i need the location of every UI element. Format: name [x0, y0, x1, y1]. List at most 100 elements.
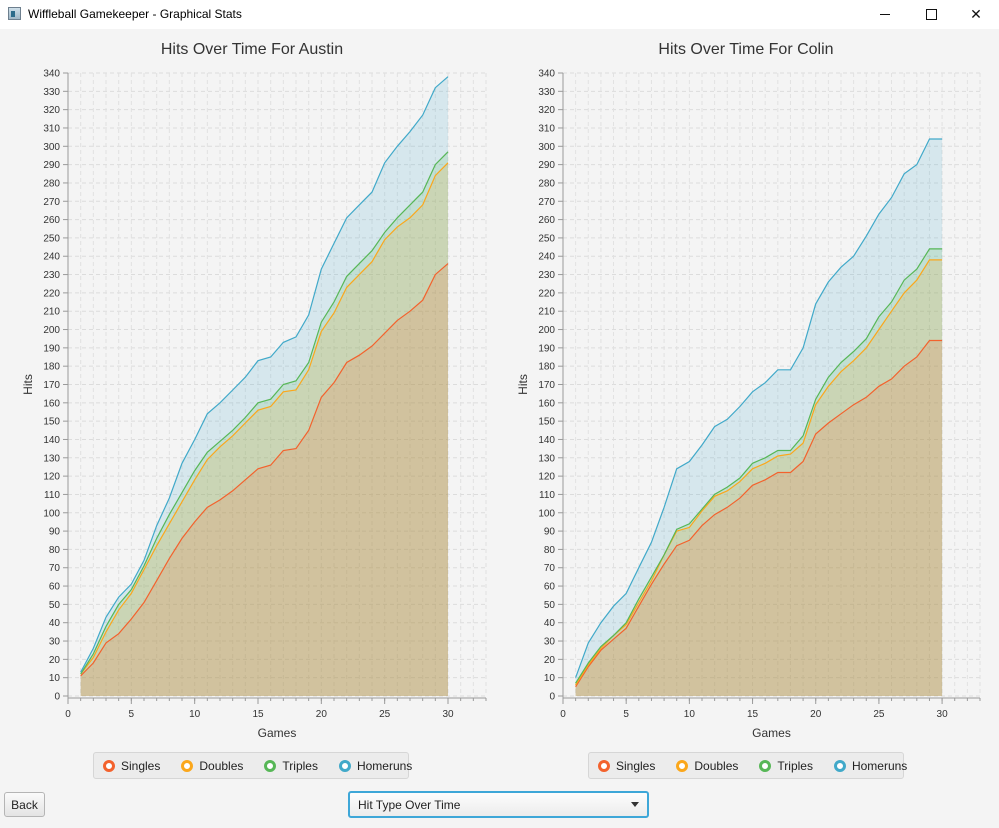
- legend-label: Triples: [282, 758, 318, 773]
- line-homeruns: [575, 138, 943, 678]
- x-tick-label: 10: [189, 709, 201, 720]
- y-tick-label: 320: [43, 105, 60, 116]
- legend-marker-icon: [338, 759, 351, 772]
- legend-item-triples: Triples: [759, 759, 813, 773]
- y-tick-label: 180: [538, 362, 555, 373]
- x-tick-label: 20: [316, 709, 328, 720]
- close-button[interactable]: ✕: [953, 0, 999, 29]
- y-tick-label: 130: [43, 453, 60, 464]
- chevron-down-icon: [631, 802, 639, 807]
- y-tick-label: 100: [538, 508, 555, 519]
- legend-marker-icon: [181, 759, 194, 772]
- y-tick-label: 140: [538, 435, 555, 446]
- plot-background: [68, 73, 486, 696]
- legend-item-homeruns: Homeruns: [338, 758, 413, 773]
- y-tick-label: 250: [43, 233, 60, 244]
- y-tick-label: 240: [43, 252, 60, 263]
- y-tick-label: 190: [43, 343, 60, 354]
- legend-item-triples: Triples: [264, 759, 318, 773]
- y-tick-label: 110: [44, 490, 60, 501]
- y-tick-label: 240: [538, 252, 555, 263]
- y-tick-label: 160: [43, 398, 60, 409]
- y-tick-label: 90: [49, 527, 61, 538]
- minimize-icon: [880, 14, 890, 15]
- y-tick-label: 210: [538, 307, 555, 318]
- y-tick-label: 230: [43, 270, 60, 281]
- window-title: Wiffleball Gamekeeper - Graphical Stats: [28, 7, 242, 21]
- y-tick-label: 140: [43, 435, 60, 446]
- y-tick-label: 70: [544, 563, 556, 574]
- y-tick-label: 20: [49, 655, 61, 666]
- line-doubles: [80, 162, 449, 675]
- view-select[interactable]: Hit Type Over Time: [348, 791, 649, 818]
- maximize-button[interactable]: [908, 0, 954, 29]
- view-select-value: Hit Type Over Time: [358, 798, 461, 812]
- chart-title-colin: Hits Over Time For Colin: [658, 41, 834, 58]
- legend-marker-icon: [833, 759, 846, 772]
- legend-label: Singles: [616, 758, 656, 773]
- y-tick-label: 120: [538, 472, 555, 483]
- x-tick-label: 20: [810, 709, 822, 720]
- line-singles: [80, 263, 449, 677]
- x-tick-label: 25: [379, 709, 391, 720]
- legend-label: Triples: [777, 758, 813, 773]
- y-tick-label: 0: [54, 692, 60, 703]
- x-tick-label: 0: [65, 709, 71, 720]
- legend-item-homeruns: Homeruns: [833, 759, 907, 773]
- y-tick-label: 280: [538, 178, 555, 189]
- y-tick-label: 190: [538, 343, 555, 354]
- y-tick-label: 0: [549, 692, 555, 703]
- legend-marker-icon: [598, 759, 610, 772]
- back-button[interactable]: Back: [4, 792, 45, 817]
- y-tick-label: 60: [544, 582, 556, 593]
- x-tick-label: 25: [873, 709, 885, 720]
- y-tick-label: 260: [43, 215, 60, 226]
- legend-marker-icon: [759, 759, 772, 772]
- app-icon: [8, 7, 21, 20]
- legend-marker-icon: [103, 759, 115, 772]
- line-triples: [80, 151, 449, 675]
- y-tick-label: 170: [43, 380, 60, 391]
- y-tick-label: 70: [49, 563, 61, 574]
- y-tick-label: 100: [43, 508, 60, 519]
- line-triples: [575, 248, 943, 684]
- legend-item-singles: Singles: [598, 759, 655, 773]
- y-tick-label: 250: [538, 233, 555, 244]
- legend-label: Doubles: [694, 758, 739, 773]
- y-tick-label: 210: [43, 307, 60, 318]
- legend-label: Singles: [121, 758, 161, 773]
- line-homeruns: [80, 76, 449, 673]
- y-tick-label: 180: [43, 362, 60, 373]
- x-tick-label: 30: [937, 709, 949, 720]
- y-tick-label: 200: [43, 325, 60, 336]
- y-tick-label: 30: [49, 637, 61, 648]
- minimize-button[interactable]: [862, 0, 908, 29]
- line-singles: [575, 339, 943, 688]
- legend-label: Homeruns: [356, 758, 413, 773]
- y-tick-label: 270: [538, 197, 555, 208]
- x-tick-label: 15: [747, 709, 759, 720]
- y-tick-label: 300: [538, 142, 555, 153]
- y-tick-label: 330: [538, 87, 555, 98]
- y-tick-label: 170: [538, 380, 555, 391]
- y-tick-label: 80: [49, 545, 61, 556]
- y-tick-label: 40: [49, 618, 61, 629]
- y-tick-label: 50: [544, 600, 556, 611]
- y-tick-label: 10: [544, 673, 556, 684]
- colin-legend: Singles Doubles Triples Homeruns: [588, 752, 907, 779]
- y-tick-label: 230: [538, 270, 555, 281]
- y-tick-label: 40: [544, 618, 556, 629]
- y-tick-label: 10: [49, 673, 61, 684]
- y-tick-label: 120: [43, 472, 60, 483]
- plot-background: [563, 73, 980, 696]
- y-tick-label: 300: [43, 142, 60, 153]
- close-icon: ✕: [970, 6, 982, 22]
- area-singles: [80, 263, 448, 696]
- x-axis-label: Games: [752, 726, 791, 740]
- y-tick-label: 320: [538, 105, 555, 116]
- area-doubles: [80, 162, 448, 697]
- legend-item-doubles: Doubles: [181, 759, 243, 773]
- y-tick-label: 330: [43, 87, 60, 98]
- y-tick-label: 290: [43, 160, 60, 171]
- y-tick-label: 60: [49, 582, 61, 593]
